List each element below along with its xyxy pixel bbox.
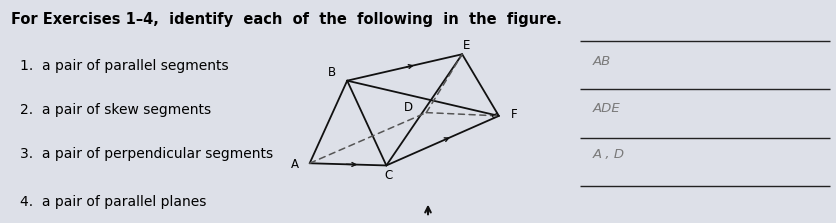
- Text: 1.  a pair of parallel segments: 1. a pair of parallel segments: [20, 59, 228, 73]
- Text: C: C: [384, 169, 392, 182]
- Text: B: B: [328, 66, 336, 79]
- Text: ADE: ADE: [593, 102, 620, 115]
- Text: 3.  a pair of perpendicular segments: 3. a pair of perpendicular segments: [20, 147, 273, 161]
- Text: For Exercises 1–4,  identify  each  of  the  following  in  the  figure.: For Exercises 1–4, identify each of the …: [12, 12, 563, 27]
- Text: F: F: [511, 108, 517, 121]
- Text: A: A: [291, 158, 298, 171]
- Text: E: E: [462, 39, 470, 52]
- Text: AB: AB: [593, 55, 611, 68]
- Text: 4.  a pair of parallel planes: 4. a pair of parallel planes: [20, 195, 206, 209]
- Text: A , D: A , D: [593, 148, 625, 161]
- Text: 2.  a pair of skew segments: 2. a pair of skew segments: [20, 103, 211, 117]
- Text: D: D: [404, 101, 412, 114]
